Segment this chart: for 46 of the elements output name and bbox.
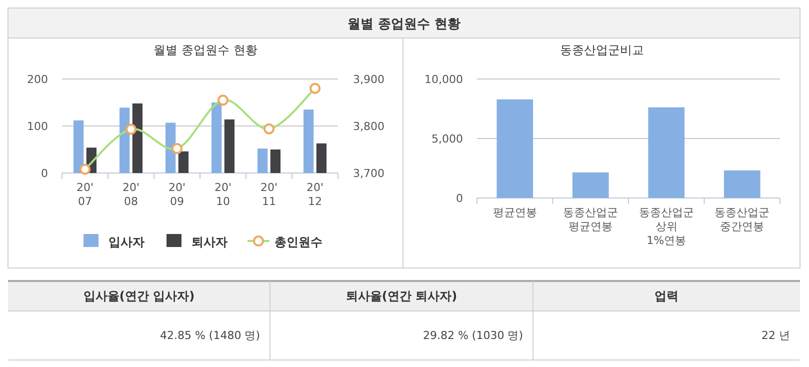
bar	[648, 107, 685, 198]
y-tick-label: 100	[27, 120, 48, 133]
x-tick-label: 평균연봉	[492, 206, 537, 219]
x-tick-label: 동종산업군 평균연봉	[563, 206, 618, 233]
text: 퇴사율(연간 퇴사자)	[346, 289, 458, 303]
text: 42.85 % (1480 명)	[160, 329, 260, 342]
text: 입사율(연간 입사자)	[83, 289, 195, 303]
bar	[572, 172, 609, 198]
y2-tick-label: 3,800	[353, 120, 384, 133]
bar	[120, 108, 130, 173]
x-tick-label: 20' 08	[122, 181, 140, 208]
y-tick-label: 5,000	[432, 132, 463, 146]
text: 월별 종업원수 현황	[347, 17, 461, 32]
bar	[132, 103, 142, 173]
y-tick-label: 0	[41, 167, 48, 180]
bar	[178, 151, 188, 173]
x-tick-label: 20' 07	[76, 181, 94, 208]
text: 29.82 % (1030 명)	[422, 329, 523, 342]
y2-tick-label: 3,700	[353, 167, 384, 180]
y-tick-label: 200	[27, 73, 48, 86]
bar	[496, 99, 534, 198]
bar	[258, 148, 268, 173]
chart-title: 동종산업군비교	[560, 43, 644, 57]
x-tick-label: 20' 09	[168, 181, 186, 208]
x-tick-label: 동종산업군 상위 1%연봉	[638, 206, 694, 247]
text: 업력	[654, 289, 678, 303]
bar	[316, 143, 326, 173]
chart-title: 월별 종업원수 현황	[154, 43, 258, 57]
legend-label: 퇴사자	[192, 235, 228, 249]
x-tick-label: 20' 11	[260, 181, 278, 208]
text: 22 년	[762, 329, 790, 342]
bar	[212, 102, 222, 173]
bar	[270, 150, 280, 173]
y-tick-label: 10,000	[424, 73, 463, 86]
bar	[724, 170, 760, 198]
y2-tick-label: 3,900	[353, 73, 384, 86]
x-tick-label: 20' 10	[214, 181, 232, 208]
x-tick-label: 20' 12	[306, 181, 324, 208]
legend-label: 총인원수	[274, 235, 322, 249]
bar	[74, 120, 84, 173]
legend-label: 입사자	[108, 235, 144, 249]
y-tick-label: 0	[456, 192, 463, 205]
x-tick-label: 동종산업군 중간연봉	[714, 206, 770, 233]
bar	[304, 110, 314, 173]
bar	[166, 122, 176, 173]
bar	[224, 119, 234, 173]
